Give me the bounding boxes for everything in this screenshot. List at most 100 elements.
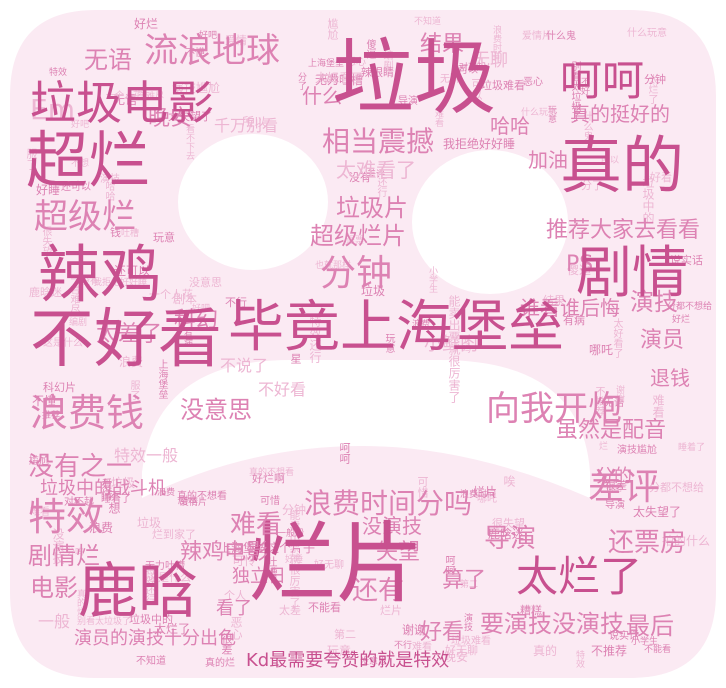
- word-small-117: 好无聊: [445, 644, 478, 657]
- word-small-8: 别看太垃圾了: [77, 617, 132, 627]
- word-small-25: 没有: [81, 277, 100, 287]
- word-large-30: 辣鸡电影: [180, 540, 269, 565]
- word-small-175: 可惜: [416, 476, 429, 498]
- word-small-120: 很失望: [492, 517, 525, 530]
- word-medium-33: 太差了: [96, 322, 163, 347]
- word-medium-7: 科幻: [174, 308, 219, 333]
- word-small-38: 上海堡垒: [156, 359, 167, 399]
- word-small-127: 什么鬼: [546, 31, 576, 42]
- word-small-104: 晚安: [444, 650, 469, 664]
- word-small-3: 服了: [128, 380, 139, 400]
- word-medium-32: 没演技: [362, 514, 422, 538]
- word-medium-5: 加油: [528, 148, 568, 172]
- word-medium-35: 独立日: [232, 566, 286, 587]
- word-small-155: 难看: [651, 394, 665, 418]
- word-small-149: 对不起: [459, 63, 487, 73]
- word-small-172: 太烂了: [154, 622, 191, 636]
- word-small-99: 一星: [289, 342, 302, 364]
- word-small-158: 导演: [605, 500, 625, 511]
- word-small-177: 浪费: [119, 355, 144, 369]
- word-small-5: 一个人花: [149, 288, 193, 301]
- word-large-24: 真的挺好的: [570, 102, 670, 126]
- word-small-113: 别看太垃圾了: [569, 61, 580, 121]
- word-small-91: 好烂啊: [252, 472, 285, 485]
- word-medium-22: 一般: [38, 612, 71, 631]
- word-small-105: 演技: [462, 613, 472, 631]
- word-small-171: 还可以: [114, 264, 151, 278]
- word-large-19: 浪费时间分吗: [304, 487, 473, 520]
- word-small-74: 这是什么: [43, 338, 83, 349]
- word-small-128: 恶心: [523, 77, 543, 88]
- word-small-39: 傻逼: [364, 39, 375, 59]
- word-small-10: 垃圾: [321, 74, 340, 84]
- word-small-18: 浪费: [412, 320, 431, 330]
- word-large-26: 要演技没演技: [480, 610, 624, 638]
- word-small-62: 好烂: [134, 17, 159, 31]
- word-large-9: 垃圾电影: [30, 76, 214, 130]
- word-small-41: 好睡: [285, 555, 304, 565]
- word-small-69: 有病: [563, 314, 585, 327]
- word-small-150: 我拒绝好好睡: [443, 137, 516, 151]
- word-small-169: 很差: [605, 479, 627, 492]
- word-small-22: 什么鬼: [581, 111, 592, 141]
- word-small-42: 谢谢: [614, 385, 624, 403]
- word-small-164: 分吗: [66, 548, 85, 558]
- word-small-32: 玩意: [327, 644, 352, 658]
- word-small-66: 还可以: [61, 182, 91, 193]
- word-large-7: 剧情: [576, 241, 688, 306]
- word-small-100: 还行: [375, 177, 386, 197]
- word-medium-4: 哈哈: [490, 114, 530, 138]
- word-small-55: 太失望了: [633, 505, 682, 519]
- word-large-0: 垃圾: [332, 31, 497, 126]
- word-small-76: 拍的什么: [662, 534, 711, 548]
- word-small-174: 有病: [182, 329, 192, 347]
- word-medium-28: 小鲜肉: [424, 334, 478, 355]
- word-medium-12: 失望: [376, 540, 421, 565]
- word-large-23: 推荐大家去看看: [546, 218, 701, 243]
- word-small-108: 服了: [25, 148, 38, 170]
- word-small-154: 分了: [581, 179, 603, 192]
- word-small-9: 能卖出票就很厉害了: [288, 509, 301, 608]
- word-large-12: 超级烂: [34, 197, 136, 237]
- word-small-67: 太烂了: [646, 74, 657, 104]
- word-medium-29: 算了: [442, 568, 487, 593]
- word-medium-9: 演员: [640, 328, 685, 353]
- word-large-22: 超级烂片: [310, 222, 406, 250]
- word-small-20: 第二: [460, 580, 479, 590]
- word-small-29: 爱情: [225, 34, 247, 47]
- word-small-80: 差评: [367, 170, 386, 180]
- word-small-61: 不行: [225, 296, 247, 309]
- word-small-14: 不推荐: [591, 644, 628, 658]
- word-small-86: 个人: [224, 589, 246, 602]
- word-small-115: 垃圾: [361, 284, 386, 298]
- word-small-163: 编剧: [69, 318, 88, 328]
- word-small-73: 一言难尽: [68, 274, 79, 314]
- word-small-4: 不能看: [644, 645, 672, 655]
- word-small-1: 无语: [604, 398, 624, 409]
- word-small-58: 编剧: [381, 50, 392, 70]
- word-small-139: 呵呵: [338, 442, 351, 464]
- word-small-57: 不懂: [185, 48, 205, 59]
- word-small-106: 无语: [113, 93, 138, 107]
- word-small-145: 剧本: [173, 292, 198, 306]
- word-small-49: 分了: [296, 72, 306, 90]
- word-large-27: Kd最需要夸赞的就是特效: [246, 650, 450, 671]
- word-small-121: 哪吒: [589, 343, 614, 357]
- word-medium-36: 看了: [216, 598, 252, 619]
- word-small-124: 好吧: [192, 304, 211, 314]
- word-small-130: 没有: [349, 171, 371, 184]
- word-small-70: 可惜: [260, 496, 280, 507]
- word-small-166: 不行: [394, 641, 413, 651]
- word-small-167: 好烂: [672, 315, 691, 325]
- word-medium-27: 谁看谁后悔: [520, 296, 620, 320]
- word-small-7: 所以: [242, 115, 267, 129]
- word-medium-26: PS: [566, 252, 594, 277]
- word-small-47: 真的不想看: [177, 491, 227, 502]
- word-small-131: 难看: [433, 109, 443, 127]
- word-small-28: 真的烂: [75, 589, 85, 616]
- word-small-159: 小学生: [631, 637, 659, 647]
- word-large-31: 难看: [230, 510, 283, 540]
- word-small-88: 真的: [533, 644, 558, 658]
- word-large-11: 呵呵: [560, 56, 645, 105]
